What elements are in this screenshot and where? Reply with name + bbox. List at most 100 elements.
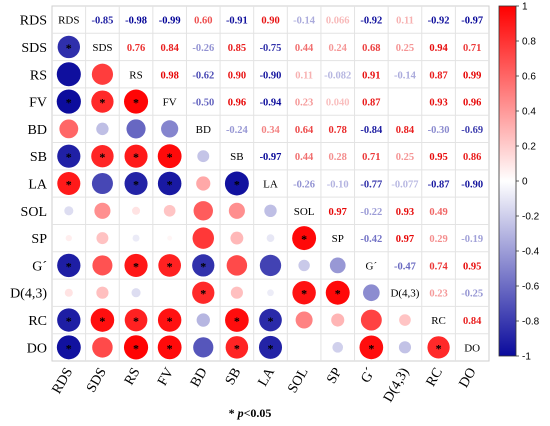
significance-marker: *: [268, 341, 274, 355]
correlation-value-label: 0.44: [295, 43, 314, 54]
y-axis-tick-label: LA: [28, 178, 48, 193]
correlation-circle: [57, 144, 81, 168]
diagonal-label: RC: [431, 315, 446, 327]
correlation-value-label: -0.91: [226, 16, 248, 27]
correlation-value-label: -0.50: [192, 98, 214, 109]
correlation-circle: [360, 309, 382, 331]
significance-marker: *: [167, 314, 173, 328]
correlation-circle: [192, 227, 215, 249]
correlation-circle: [124, 253, 148, 278]
correlation-circle: [230, 231, 244, 245]
significance-star: *: [228, 406, 235, 420]
correlation-circle: [332, 342, 344, 353]
correlation-circle: [259, 308, 282, 332]
correlation-value-label: 0.49: [429, 207, 447, 218]
correlation-value-label: 0.44: [295, 152, 314, 163]
colorbar-tick-label: -0.4: [522, 247, 540, 258]
correlation-circle: [197, 150, 210, 163]
correlation-circle: [123, 335, 149, 360]
correlation-value-label: 0.25: [396, 43, 414, 54]
correlation-value-label: -0.85: [91, 16, 113, 27]
correlation-circle: [192, 254, 215, 277]
colorbar-tick-label: 0.8: [522, 37, 536, 48]
correlation-value-label: -0.75: [260, 43, 282, 54]
significance-marker: *: [234, 314, 240, 328]
correlation-circle: [158, 254, 181, 277]
correlation-value-label: 0.84: [160, 43, 179, 54]
correlation-circle: [363, 284, 380, 302]
correlation-value-label: 0.64: [295, 125, 314, 136]
correlation-value-label: 0.96: [463, 98, 481, 109]
correlation-value-label: 0.11: [295, 70, 313, 81]
correlation-value-label: -0.90: [461, 180, 483, 191]
correlation-value-label: 0.95: [463, 261, 481, 272]
colorbar-tick-label: 1: [522, 2, 528, 13]
correlation-value-label: -0.25: [461, 289, 483, 300]
significance-marker: *: [234, 178, 240, 192]
correlation-value-label: 0.91: [362, 70, 380, 81]
correlation-value-label: -0.92: [428, 16, 450, 27]
significance-marker: *: [301, 232, 307, 246]
diagonal-label: FV: [163, 97, 177, 109]
significance-marker: *: [99, 150, 105, 164]
significance-p-symbol: p: [237, 406, 244, 420]
y-axis-tick-label: FV: [29, 96, 47, 111]
correlation-circle: [226, 255, 248, 276]
correlation-value-label: -0.082: [324, 70, 351, 81]
diagonal-label: G´: [366, 260, 378, 272]
correlation-value-label: -0.62: [192, 70, 214, 81]
correlation-value-label: -0.19: [461, 234, 483, 245]
correlation-value-label: -0.077: [391, 180, 418, 191]
correlation-circle: [96, 122, 109, 136]
correlation-circle: [64, 288, 73, 297]
significance-marker: *: [200, 259, 206, 273]
y-axis-tick-label: RS: [30, 68, 47, 83]
colorbar-tick-label: -0.8: [522, 317, 540, 328]
significance-marker: *: [133, 259, 139, 273]
correlation-value-label: -0.26: [293, 180, 315, 191]
correlation-circle: [59, 119, 79, 139]
correlation-circle: [96, 232, 109, 245]
significance-marker: *: [66, 341, 72, 355]
correlation-value-label: 0.11: [396, 16, 414, 27]
y-axis-tick-label: BD: [28, 123, 47, 138]
correlation-circle: [124, 171, 148, 196]
correlation-circle: [325, 280, 350, 305]
correlation-circle: [192, 281, 215, 304]
significance-marker: *: [99, 314, 105, 328]
correlation-circle: [157, 335, 182, 360]
correlation-value-label: 0.76: [127, 43, 145, 54]
diagonal-label: D(4,3): [390, 288, 419, 300]
x-axis-tick-label: LA: [256, 365, 279, 389]
correlation-circle: [329, 257, 346, 274]
colorbar-tick-label: 0: [522, 177, 528, 188]
correlation-value-label: 0.28: [329, 152, 347, 163]
correlation-value-label: -0.87: [428, 180, 450, 191]
y-axis-tick-label: DO: [27, 341, 47, 356]
correlation-circle: [157, 144, 182, 169]
significance-note: * p<0.05: [0, 406, 500, 421]
significance-marker: *: [335, 287, 341, 301]
correlation-value-label: -0.98: [125, 16, 147, 27]
correlation-value-label: 0.29: [429, 234, 447, 245]
diagonal-label: SDS: [92, 42, 112, 54]
correlation-value-label: 0.23: [295, 98, 313, 109]
correlation-circle: [193, 337, 214, 358]
correlation-circle: [57, 171, 81, 196]
y-axis-tick-label: D(4,3): [10, 287, 47, 302]
correlation-circle: [65, 234, 72, 242]
correlation-value-label: -0.77: [360, 180, 382, 191]
correlation-value-label: 0.87: [429, 70, 447, 81]
correlation-circle: [56, 335, 81, 360]
x-axis-tick-label: SP: [324, 365, 345, 386]
correlation-circle: [91, 90, 114, 113]
significance-marker: *: [368, 341, 374, 355]
correlation-circle: [124, 89, 149, 114]
correlation-value-label: -0.69: [461, 125, 483, 136]
correlation-circle: [259, 254, 282, 277]
correlation-circle: [267, 289, 274, 297]
correlation-circle: [264, 204, 277, 218]
diagonal-label: RDS: [58, 15, 79, 27]
correlation-value-label: -0.99: [159, 16, 181, 27]
correlation-circle: [131, 288, 141, 298]
